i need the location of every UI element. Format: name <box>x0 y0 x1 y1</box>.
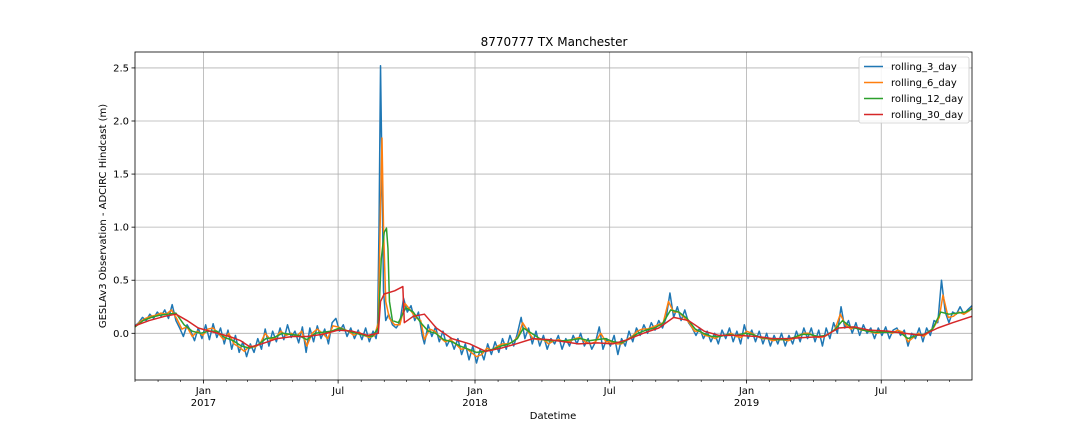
x-tick-label: Jan <box>466 386 482 397</box>
y-tick-label: 0.5 <box>113 276 129 287</box>
x-tick-label: Jul <box>603 386 616 397</box>
chart-title: 8770777 TX Manchester <box>481 35 628 49</box>
legend-box <box>858 56 970 124</box>
y-tick-label: 0.0 <box>113 329 129 340</box>
series-line-rolling-12-day <box>134 227 973 354</box>
x-tick-year-label: 2017 <box>191 398 216 409</box>
x-tick-label: Jul <box>331 386 344 397</box>
plot-frame <box>134 51 973 381</box>
x-tick-label: Jul <box>874 386 887 397</box>
x-tick-year-label: 2018 <box>462 398 487 409</box>
series-line-rolling-3-day <box>134 65 973 364</box>
x-axis-label: Datetime <box>530 411 577 422</box>
grid <box>135 52 972 380</box>
series-line-rolling-30-day <box>134 285 973 353</box>
y-tick-label: 2.0 <box>113 116 129 127</box>
legend-entry: rolling_6_day <box>891 78 957 89</box>
y-tick-label: 1.0 <box>113 223 129 234</box>
y-tick-label: 1.5 <box>113 170 129 181</box>
legend-entry: rolling_3_day <box>891 62 957 73</box>
y-tick-label: 2.5 <box>113 63 129 74</box>
legend: rolling_3_day rolling_6_day rolling_12_day… <box>858 56 970 124</box>
y-axis-label: GESLAv3 Observation - ADCIRC Hindcast (m… <box>98 104 109 328</box>
x-tick-label: Jan <box>195 386 211 397</box>
x-tick-year-label: 2019 <box>734 398 759 409</box>
x-tick-label: Jan <box>738 386 754 397</box>
plot-series <box>134 65 973 364</box>
legend-entry: rolling_12_day <box>891 94 963 105</box>
legend-entry: rolling_30_day <box>891 110 963 121</box>
